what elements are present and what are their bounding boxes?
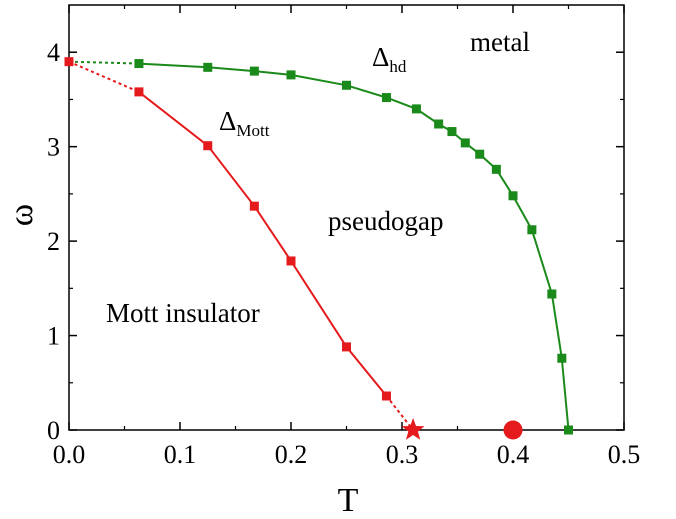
series-mott-point bbox=[134, 87, 144, 97]
x-tick-label: 0.2 bbox=[275, 440, 308, 469]
start-point bbox=[64, 57, 74, 67]
series-hd-point bbox=[508, 191, 518, 201]
series-mott-dashed-end bbox=[385, 395, 414, 431]
series-hd-point bbox=[203, 62, 213, 72]
series-hd-point bbox=[475, 149, 485, 159]
delta-hd-symbol: Δ bbox=[372, 42, 389, 72]
delta-hd-label: Δhd bbox=[372, 42, 407, 76]
series-hd-point bbox=[381, 93, 391, 103]
series-hd-point bbox=[557, 353, 567, 363]
critical-point-star bbox=[401, 418, 425, 440]
series-hd-point bbox=[447, 127, 457, 137]
delta-mott-label: ΔMott bbox=[219, 106, 270, 140]
series-hd-point bbox=[434, 119, 444, 129]
series-hd-point bbox=[527, 225, 537, 235]
y-axis-title: ω bbox=[3, 204, 40, 226]
series-mott-point bbox=[249, 201, 259, 211]
metal-region-label: metal bbox=[470, 27, 530, 57]
critical-point-circle bbox=[503, 420, 523, 440]
delta-mott-symbol: Δ bbox=[219, 106, 236, 136]
series-hd-point bbox=[491, 164, 501, 174]
x-tick-label: 0.1 bbox=[164, 440, 197, 469]
delta-mott-subscript: Mott bbox=[236, 121, 269, 140]
x-tick-label: 0.3 bbox=[386, 440, 419, 469]
series-mott-point bbox=[203, 141, 213, 151]
series-hd-point bbox=[460, 138, 470, 148]
delta-hd-subscript: hd bbox=[389, 57, 407, 76]
x-tick-label: 0.4 bbox=[497, 440, 530, 469]
series-hd-dashed-start bbox=[68, 60, 139, 65]
y-tick-label: 4 bbox=[47, 38, 60, 67]
series-hd-point bbox=[411, 104, 421, 114]
x-axis-title: T bbox=[338, 482, 359, 519]
series-hd-point bbox=[286, 70, 296, 80]
series-mott-point bbox=[342, 342, 351, 352]
series-hd-point bbox=[249, 66, 259, 76]
y-tick-label: 1 bbox=[47, 322, 60, 351]
series-mott-line bbox=[138, 91, 388, 397]
y-tick-label: 0 bbox=[47, 416, 60, 445]
series-hd-point bbox=[564, 425, 573, 435]
x-tick-label: 0.0 bbox=[53, 440, 86, 469]
series-mott-point bbox=[286, 256, 296, 266]
mott-insulator-region-label: Mott insulator bbox=[106, 298, 260, 328]
x-tick-label: 0.5 bbox=[608, 440, 641, 469]
y-tick-label: 2 bbox=[47, 227, 60, 256]
series-hd-point bbox=[547, 289, 557, 299]
series-hd-point bbox=[134, 59, 144, 69]
series-hd-line bbox=[138, 62, 570, 431]
pseudogap-region-label: pseudogap bbox=[328, 206, 443, 236]
series-mott-point bbox=[381, 391, 391, 401]
series-mott-dashed-start bbox=[68, 60, 140, 93]
series-hd-point bbox=[342, 80, 351, 90]
y-tick-label: 3 bbox=[47, 133, 60, 162]
